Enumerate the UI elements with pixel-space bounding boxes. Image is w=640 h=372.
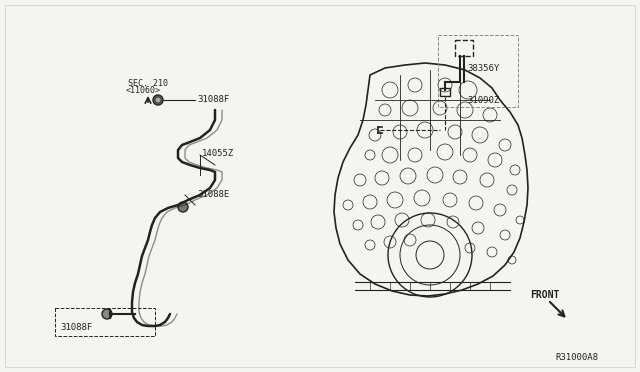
Circle shape (178, 202, 188, 212)
Text: 38356Y: 38356Y (467, 64, 499, 73)
Text: FRONT: FRONT (530, 290, 559, 300)
Text: 14055Z: 14055Z (202, 148, 234, 157)
Text: <11060>: <11060> (126, 86, 161, 94)
Text: R31000A8: R31000A8 (555, 353, 598, 362)
Text: 31088F: 31088F (60, 324, 92, 333)
Text: 31090Z: 31090Z (467, 96, 499, 105)
Text: 31088E: 31088E (197, 189, 229, 199)
Circle shape (155, 97, 161, 103)
Circle shape (102, 309, 112, 319)
Bar (440, 88, 450, 96)
Text: SEC. 210: SEC. 210 (128, 78, 168, 87)
Bar (455, 40, 473, 56)
Text: 31088F: 31088F (197, 94, 229, 103)
Circle shape (153, 95, 163, 105)
